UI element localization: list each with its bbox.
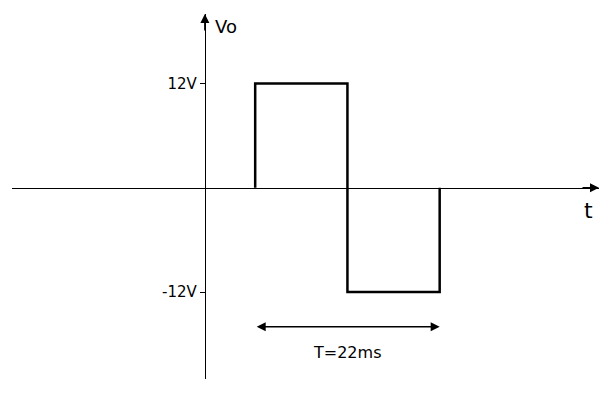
svg-text:12V: 12V [168, 75, 198, 93]
svg-text:Vo: Vo [215, 16, 237, 37]
svg-text:t: t [584, 198, 593, 223]
svg-text:-12V: -12V [162, 283, 197, 301]
svg-text:T=22ms: T=22ms [313, 343, 381, 362]
